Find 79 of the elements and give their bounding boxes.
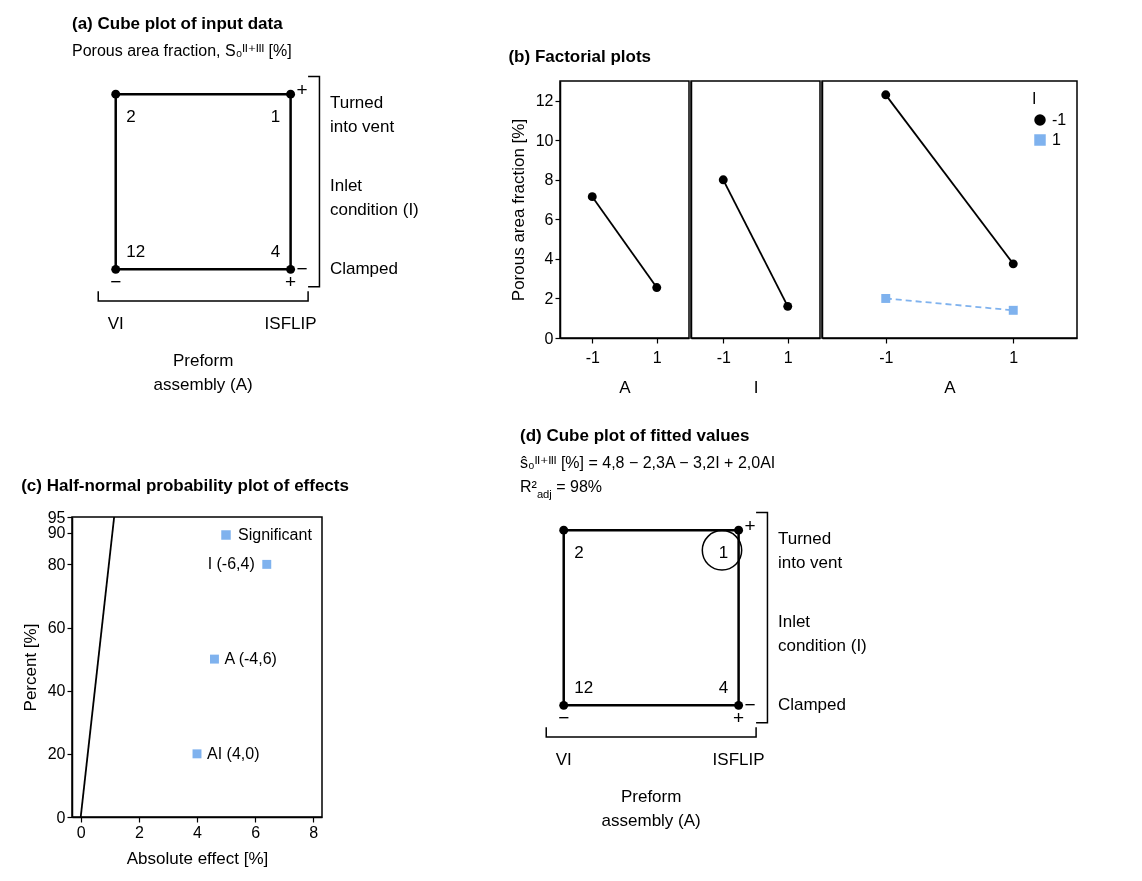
text: Porous area fraction, S₀ᴵᴵ⁺ᴵᴵᴵ [%] xyxy=(72,41,292,59)
data-label: 4 xyxy=(718,677,729,697)
text: Clamped xyxy=(329,259,398,279)
y-tick-label: 90 xyxy=(47,524,66,542)
data-label: 1 xyxy=(270,106,281,126)
data-label: 12 xyxy=(126,241,146,261)
data-label: 1 xyxy=(718,542,729,562)
y-tick-label: 12 xyxy=(535,92,554,110)
text: + xyxy=(285,270,297,292)
x-tick-label: 0 xyxy=(76,823,86,841)
y-tick-label: 20 xyxy=(47,745,66,763)
y-tick-label: 4 xyxy=(544,250,554,268)
x-tick-label: 1 xyxy=(783,348,793,366)
text: − xyxy=(110,270,122,292)
y-tick-label: 40 xyxy=(47,682,66,700)
y-tick-label: 95 xyxy=(47,508,66,526)
text: Preform assembly (A) xyxy=(601,787,701,831)
text: (d) Cube plot of fitted values xyxy=(520,425,750,445)
text: Preform assembly (A) xyxy=(153,351,253,395)
x-axis-title: A xyxy=(944,377,957,397)
point xyxy=(192,749,202,759)
x-tick-label: 1 xyxy=(1009,348,1019,366)
legend-label: -1 xyxy=(1052,111,1067,128)
y-axis-title: Percent [%] xyxy=(20,623,40,712)
x-tick-label: 4 xyxy=(193,823,203,841)
x-tick-label: 8 xyxy=(309,823,319,841)
text: + xyxy=(733,706,745,728)
point xyxy=(881,293,891,303)
point xyxy=(1008,305,1018,315)
y-tick-label: 8 xyxy=(544,171,554,189)
text: − xyxy=(296,258,308,280)
y-tick-label: 6 xyxy=(544,210,554,228)
point xyxy=(209,654,219,664)
point xyxy=(881,90,891,100)
text: ISFLIP xyxy=(264,313,317,333)
y-tick-label: 10 xyxy=(535,131,554,149)
point xyxy=(1008,259,1018,269)
data-label: 2 xyxy=(574,542,584,562)
y-tick-label: 2 xyxy=(544,289,554,307)
y-axis-title: Porous area fraction [%] xyxy=(508,118,528,302)
text: − xyxy=(744,694,756,716)
x-axis-title: A xyxy=(619,377,632,397)
x-tick-label: 6 xyxy=(251,823,261,841)
x-tick-label: -1 xyxy=(716,348,731,366)
point xyxy=(262,559,272,569)
x-tick-label: 2 xyxy=(134,823,144,841)
text: − xyxy=(558,706,570,728)
y-tick-label: 0 xyxy=(544,329,554,347)
legend-title: I xyxy=(1032,90,1037,107)
y-tick-label: 0 xyxy=(56,808,66,826)
text: + xyxy=(744,514,756,536)
text: Inlet condition (I) xyxy=(777,612,867,656)
text: (a) Cube plot of input data xyxy=(72,13,284,33)
text: ŝ₀ᴵᴵ⁺ᴵᴵᴵ [%] = 4,8 − 2,3A − 3,2I + 2,0AI R²$_{adj}$ = 98% xyxy=(520,453,776,500)
text: ISFLIP xyxy=(712,749,765,769)
annotation: A (-4,6) xyxy=(224,650,277,668)
text: Turned into vent xyxy=(777,528,843,572)
chart-title: (c) Half-normal probability plot of effects xyxy=(21,476,349,495)
text: + xyxy=(296,78,308,100)
text: Turned into vent xyxy=(329,92,395,136)
annotation: I (-6,4) xyxy=(207,555,255,573)
x-tick-label: -1 xyxy=(585,348,600,366)
x-axis-title: I xyxy=(753,377,759,397)
x-tick-label: 1 xyxy=(652,348,662,366)
text: VI xyxy=(555,749,572,769)
data-label: 12 xyxy=(574,677,594,697)
y-tick-label: 80 xyxy=(47,555,66,573)
chart-title: (b) Factorial plots xyxy=(508,47,652,67)
data-label: 4 xyxy=(270,241,281,261)
text: Inlet condition (I) xyxy=(329,176,419,220)
text: Clamped xyxy=(777,695,846,715)
y-tick-label: 60 xyxy=(47,619,66,637)
legend-label: Significant xyxy=(238,526,313,543)
data-label: 2 xyxy=(126,106,136,126)
annotation: AI (4,0) xyxy=(207,744,260,762)
text: VI xyxy=(107,313,124,333)
legend-label: 1 xyxy=(1052,131,1061,148)
x-axis-title: Absolute effect [%] xyxy=(126,848,269,868)
x-tick-label: -1 xyxy=(879,348,894,366)
